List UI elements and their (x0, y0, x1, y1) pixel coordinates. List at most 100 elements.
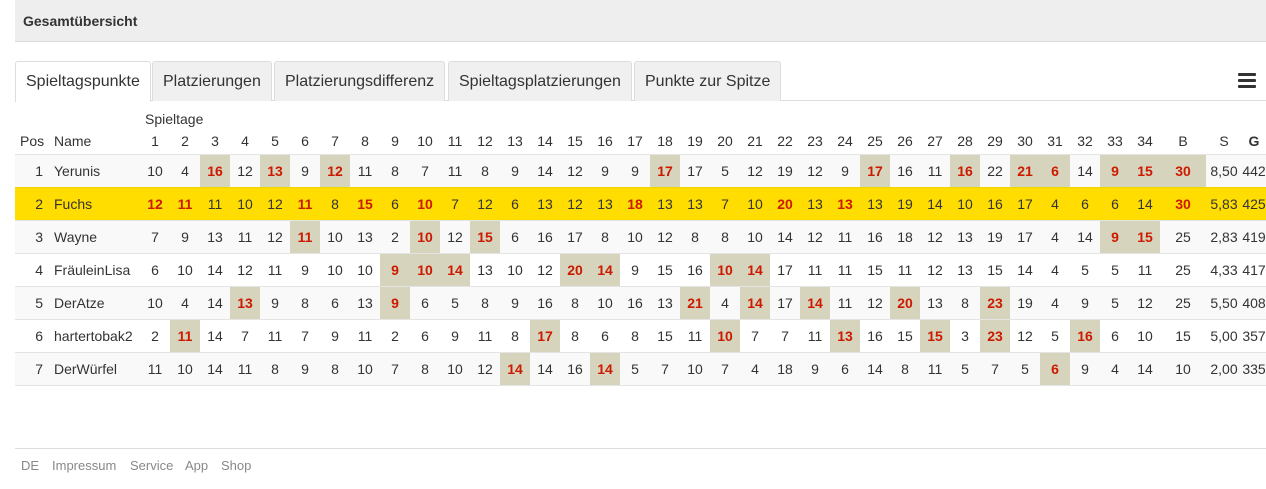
player-name-cell: DerWürfel (50, 351, 140, 386)
tab-punkte-zur-spitze[interactable]: Punkte zur Spitze (634, 61, 782, 101)
score-cell: 8 (320, 186, 350, 220)
best-score-cell: 10 (710, 318, 740, 352)
score-cell: 8 (710, 219, 740, 253)
score-cell: 11 (800, 318, 830, 352)
best-score-cell: 11 (170, 186, 200, 220)
column-header-matchday: 21 (747, 132, 763, 149)
column-header-s: S (1219, 132, 1229, 149)
best-score-cell: 12 (320, 153, 350, 187)
score-cell: 4 (710, 285, 740, 319)
score-cell: 13 (350, 285, 380, 319)
footer-link-service[interactable]: Service (130, 458, 174, 473)
tab-spieltagsplatzierungen[interactable]: Spieltagsplatzierungen (448, 61, 632, 101)
score-cell: 9 (290, 252, 320, 286)
column-header-matchday: 7 (331, 132, 339, 149)
spieltage-group-label: Spieltage (145, 111, 204, 127)
best-score-cell: 17 (650, 153, 680, 187)
score-cell: 2 (380, 318, 410, 352)
footer-link-app[interactable]: App (185, 458, 209, 473)
score-cell: 12 (800, 153, 830, 187)
score-cell: 14 (200, 318, 230, 352)
tab-spieltagspunkte[interactable]: Spieltagspunkte (15, 61, 151, 102)
bonus-cell: 25 (1160, 219, 1206, 253)
score-cell: 11 (1130, 252, 1160, 286)
score-cell: 7 (650, 351, 680, 386)
score-cell: 13 (200, 219, 230, 253)
score-cell: 12 (530, 252, 560, 286)
score-cell: 14 (1130, 351, 1160, 386)
column-header-matchday: 34 (1137, 132, 1153, 149)
best-score-cell: 12 (140, 186, 170, 220)
score-cell: 8 (260, 351, 290, 386)
tab-platzierungen[interactable]: Platzierungen (152, 61, 272, 101)
score-cell: 6 (380, 186, 410, 220)
score-cell: 10 (350, 252, 380, 286)
player-name-cell: DerAtze (50, 285, 140, 319)
score-cell: 16 (560, 351, 590, 386)
footer-link-impressum[interactable]: Impressum (52, 458, 117, 473)
score-cell: 6 (590, 318, 620, 352)
column-header-matchday: 2 (181, 132, 189, 149)
best-score-cell: 14 (590, 351, 620, 386)
score-cell: 11 (440, 153, 470, 187)
best-score-cell: 17 (530, 318, 560, 352)
score-cell: 5 (620, 351, 650, 386)
score-cell: 11 (470, 318, 500, 352)
score-cell: 4 (170, 153, 200, 187)
score-cell: 12 (230, 252, 260, 286)
score-cell: 7 (710, 351, 740, 386)
column-header-matchday: 29 (987, 132, 1003, 149)
average-cell: 4,33 (1206, 252, 1242, 286)
score-cell: 16 (980, 186, 1010, 220)
score-cell: 11 (830, 252, 860, 286)
score-cell: 7 (440, 186, 470, 220)
page-title: Gesamtübersicht (23, 13, 138, 29)
footer-link-shop[interactable]: Shop (221, 458, 252, 473)
score-cell: 11 (920, 351, 950, 386)
bonus-cell: 30 (1160, 186, 1206, 220)
score-cell: 15 (650, 252, 680, 286)
score-cell: 9 (1070, 351, 1100, 386)
best-score-cell: 14 (800, 285, 830, 319)
tab-platzierungsdifferenz[interactable]: Platzierungsdifferenz (274, 61, 446, 101)
score-cell: 11 (260, 252, 290, 286)
best-score-cell: 15 (470, 219, 500, 253)
score-cell: 11 (800, 252, 830, 286)
score-cell: 16 (680, 252, 710, 286)
score-cell: 6 (500, 186, 530, 220)
score-cell: 11 (200, 186, 230, 220)
total-cell: 442 (1242, 153, 1266, 187)
column-header-matchday: 22 (777, 132, 793, 149)
score-cell: 10 (170, 252, 200, 286)
total-cell: 357 (1242, 318, 1266, 352)
best-score-cell: 6 (1040, 351, 1070, 386)
score-cell: 14 (200, 252, 230, 286)
score-cell: 13 (950, 219, 980, 253)
column-header-matchday: 11 (447, 132, 463, 149)
score-cell: 7 (380, 351, 410, 386)
score-cell: 14 (860, 351, 890, 386)
score-cell: 13 (800, 186, 830, 220)
bonus-cell: 25 (1160, 285, 1206, 319)
score-cell: 16 (890, 153, 920, 187)
best-score-cell: 18 (620, 186, 650, 220)
score-cell: 10 (680, 351, 710, 386)
score-cell: 5 (1010, 351, 1040, 386)
best-score-cell: 14 (440, 252, 470, 286)
column-header-b: B (1178, 132, 1188, 149)
hamburger-menu-icon[interactable] (1238, 73, 1256, 89)
column-header-matchday: 15 (567, 132, 583, 149)
table-row: 6 hartertobak2 2 11 14 7 11 7 9 11 2 6 9 11 8 17 8 6 8 15 11… (15, 318, 1266, 352)
footer-link-de[interactable]: DE (21, 458, 40, 473)
score-cell: 13 (680, 186, 710, 220)
player-name-cell: hartertobak2 (50, 318, 140, 352)
column-header-matchday: 32 (1077, 132, 1093, 149)
standings-table: Pos Name 1 2 3 4 5 6 7 8 9 10 11 12 13 1… (15, 128, 1266, 386)
position-cell: 2 (15, 186, 50, 220)
column-header-matchday: 17 (627, 132, 643, 149)
score-cell: 12 (1010, 318, 1040, 352)
standings-body: 1 Yerunis 10 4 16 12 13 9 12 11 8 7 11 8 9 14 12 9 9 17 17 5 1… (15, 153, 1266, 386)
score-cell: 14 (200, 285, 230, 319)
column-header-matchday: 28 (957, 132, 973, 149)
score-cell: 14 (530, 153, 560, 187)
